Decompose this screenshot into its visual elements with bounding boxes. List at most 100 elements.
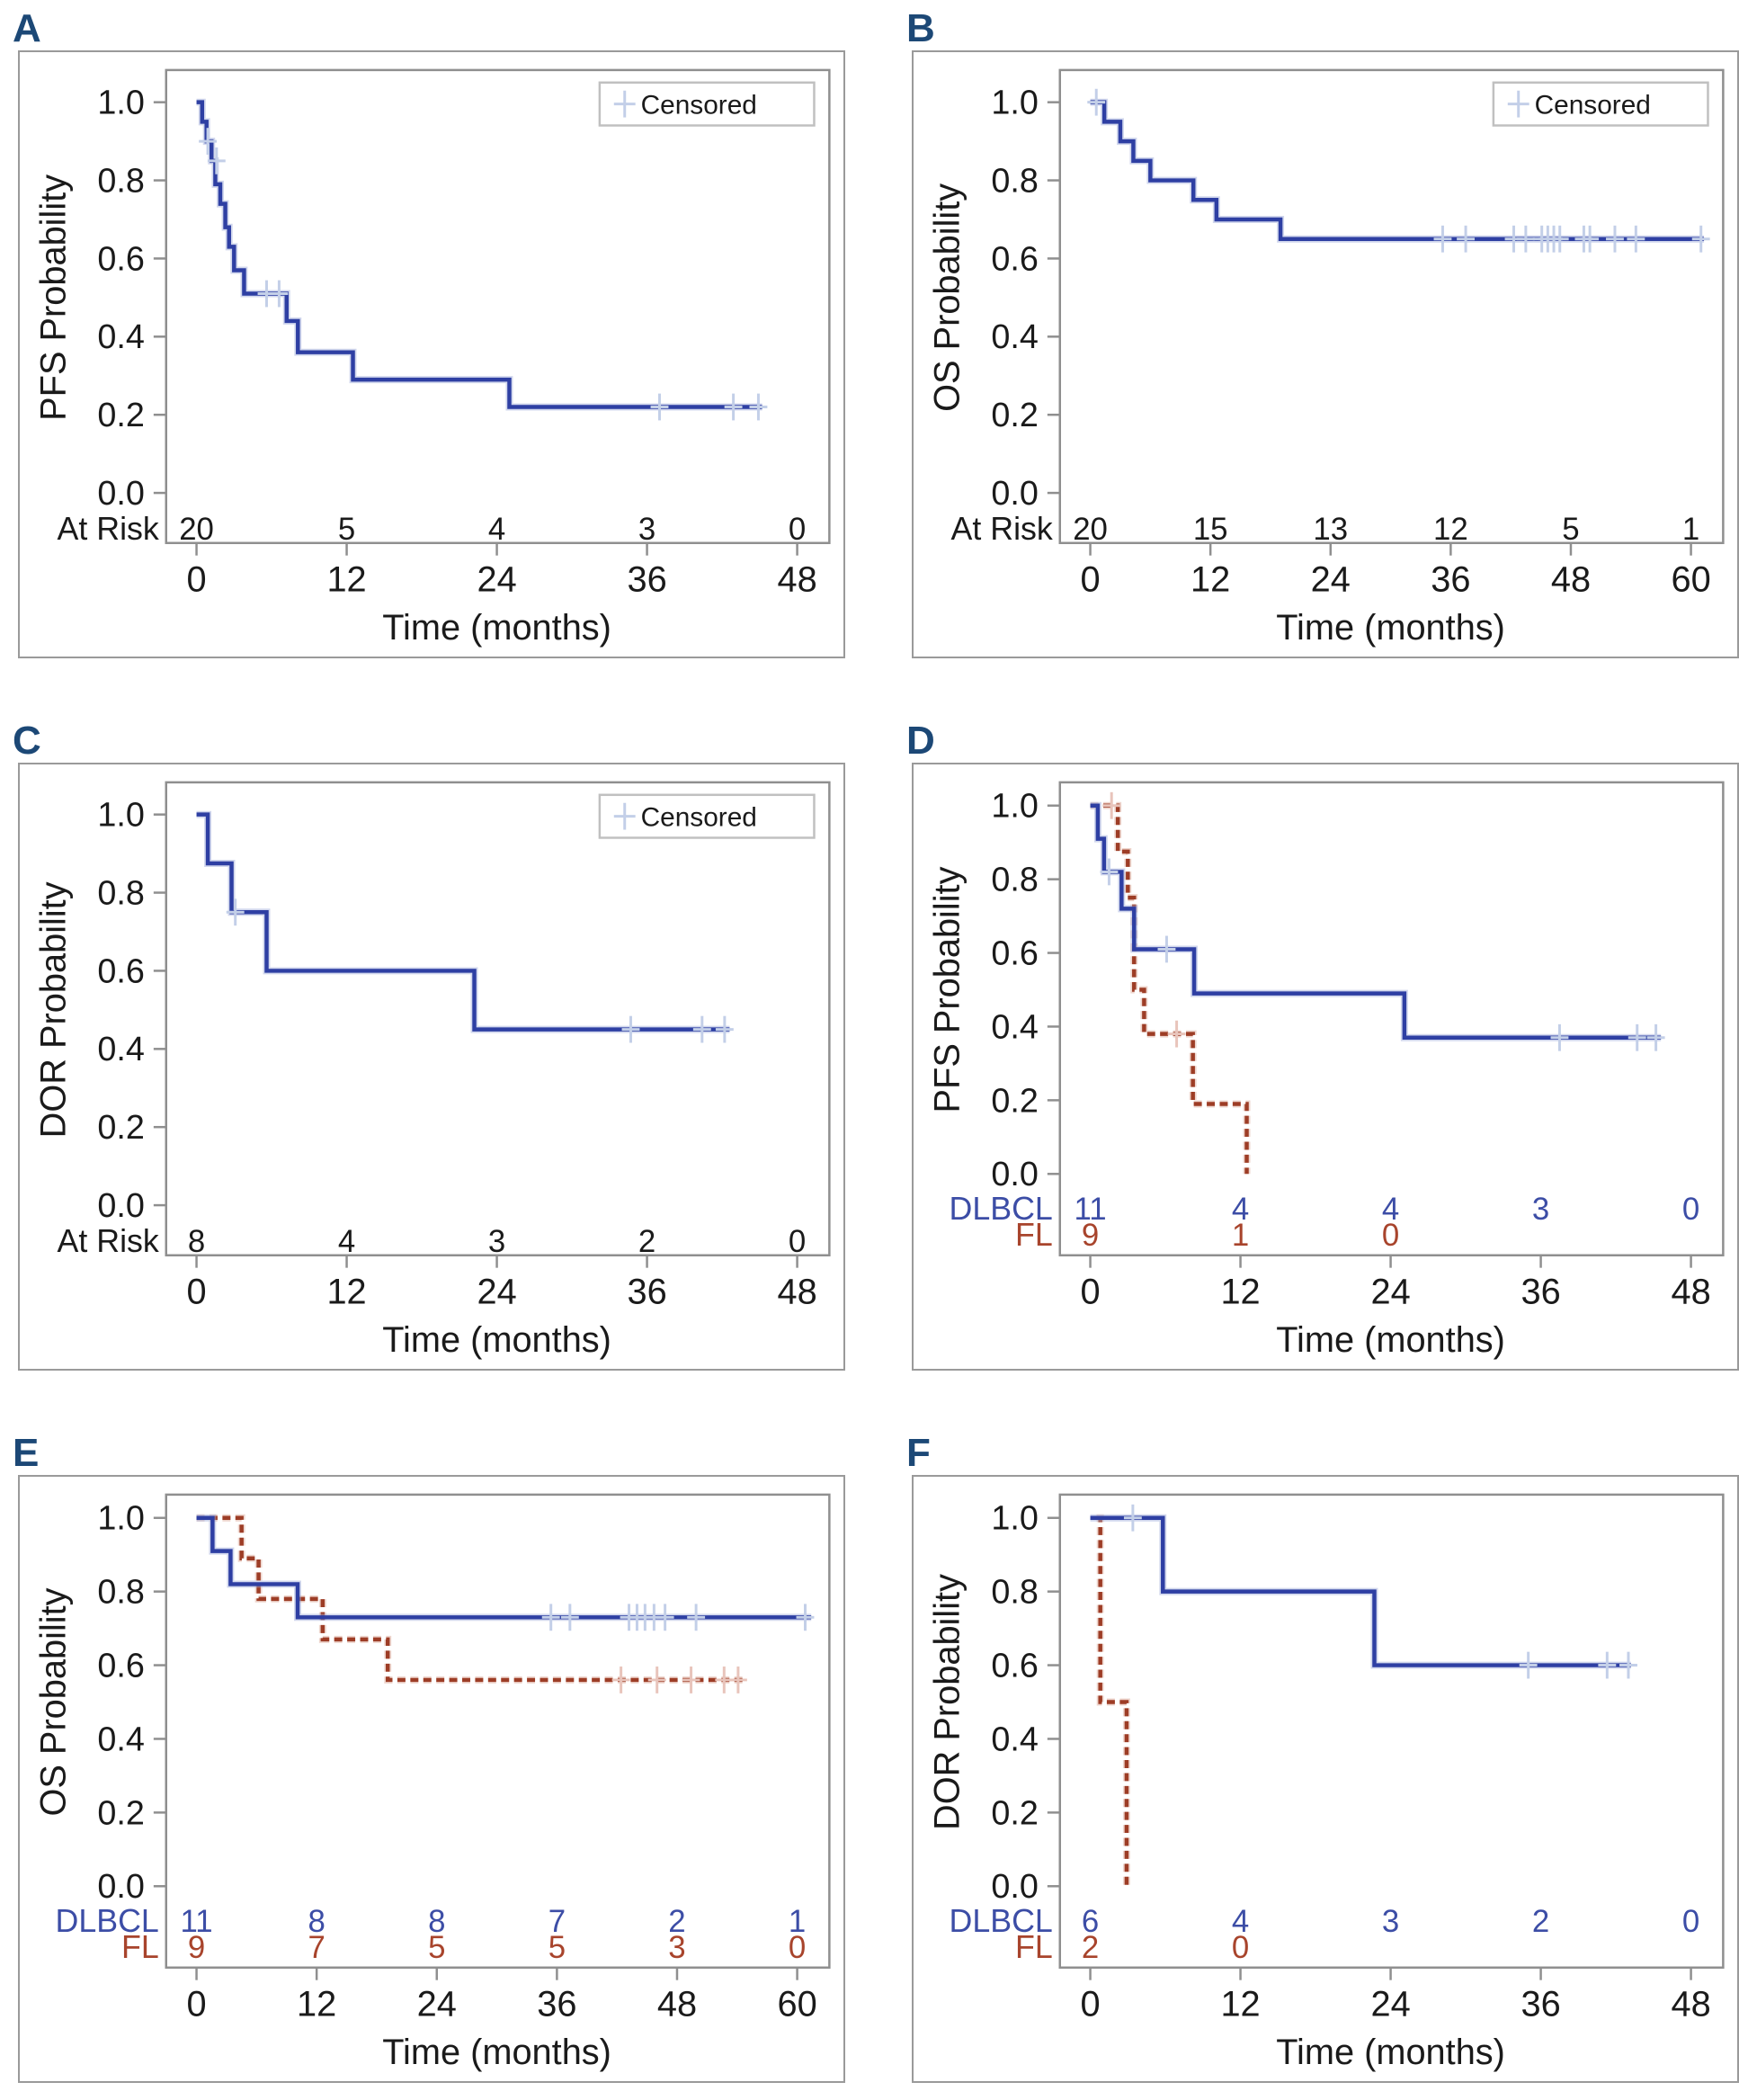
x-tick-label: 0 [1081, 1984, 1101, 2024]
at-risk-value: 1 [789, 1905, 806, 1939]
y-tick-label: 0.8 [991, 862, 1039, 899]
y-tick-label: 0.8 [991, 1574, 1039, 1612]
x-tick-label: 60 [1671, 559, 1710, 599]
km-curve-DLBCL [196, 1515, 812, 1620]
y-tick-label: 0.6 [991, 934, 1039, 972]
y-tick-label: 0.2 [97, 1109, 145, 1147]
figure-grid: A 1.0 0.8 0.6 0.4 0.2 0.0 PFS Probability 0 12 24… [13, 6, 1739, 2083]
y-axis-title: OS Probability [927, 183, 967, 412]
plot-frame [1058, 68, 1725, 544]
y-tick-label: 0.0 [97, 475, 145, 513]
y-tick-label: 1.0 [97, 85, 145, 122]
panel-letter-d: D [906, 719, 936, 763]
at-risk-value: 5 [548, 1931, 566, 1965]
x-axis-title: Time (months) [1276, 1320, 1505, 1360]
km-curve-halo-All patients [196, 98, 762, 411]
legend: Censored [598, 793, 816, 839]
panel-letter-f: F [906, 1431, 932, 1475]
at-risk-table: DLBCL 11 4 4 3 0 FL 9 1 0 [950, 1191, 1700, 1253]
y-tick-label: 0.0 [991, 1156, 1039, 1193]
y-tick-label: 0.2 [991, 397, 1039, 434]
curves [1087, 88, 1710, 253]
y-tick-label: 0.2 [991, 1082, 1039, 1120]
km-curve-DLBCL [1090, 1515, 1631, 1667]
x-tick-label: 12 [1191, 559, 1230, 599]
at-risk-value: 0 [1682, 1193, 1699, 1227]
y-tick-label: 0.4 [97, 1720, 145, 1758]
x-tick-label: 24 [477, 1272, 516, 1311]
x-tick-label: 48 [777, 559, 816, 599]
at-risk-value: 0 [1232, 1931, 1249, 1965]
at-risk-value: 3 [488, 1225, 505, 1259]
at-risk-row-label: FL [1015, 1929, 1053, 1965]
curves [196, 1514, 815, 1693]
x-axis-title: Time (months) [382, 2033, 611, 2072]
y-axis-title: PFS Probability [927, 866, 967, 1113]
x-tick-label: 36 [537, 1984, 576, 2024]
at-risk-value: 4 [488, 513, 505, 547]
x-tick-label: 12 [297, 1984, 336, 2024]
y-axis: 1.0 0.8 0.6 0.4 0.2 0.0 DOR Probability [927, 1500, 1060, 1906]
x-tick-label: 0 [1081, 1272, 1101, 1311]
x-tick-label: 24 [1370, 1272, 1410, 1311]
y-tick-label: 1.0 [97, 797, 145, 835]
y-tick-label: 1.0 [991, 85, 1039, 122]
at-risk-value: 12 [1433, 513, 1468, 547]
y-axis: 1.0 0.8 0.6 0.4 0.2 0.0 PFS Probability [927, 788, 1060, 1193]
panel-f: F 1.0 0.8 0.6 0.4 0.2 0.0 DOR Probability 0 12 24… [906, 1434, 1739, 2083]
km-curve-FL [196, 1515, 744, 1683]
curves [1090, 791, 1665, 1175]
y-axis: 1.0 0.8 0.6 0.4 0.2 0.0 DOR Probability [33, 797, 166, 1225]
at-risk-value: 20 [179, 513, 214, 547]
y-tick-label: 0.6 [991, 240, 1039, 278]
at-risk-value: 3 [638, 513, 655, 547]
legend-label: Censored [641, 91, 757, 121]
x-tick-label: 0 [187, 1272, 207, 1311]
km-chart-b: 1.0 0.8 0.6 0.4 0.2 0.0 OS Probability 0 12 24 36 4… [912, 50, 1739, 658]
km-curve-FL [1096, 1515, 1129, 1887]
panel-letter-e: E [13, 1431, 40, 1475]
km-svg-B: 1.0 0.8 0.6 0.4 0.2 0.0 OS Probability 0 12 24 36 4… [927, 68, 1725, 648]
x-tick-label: 36 [627, 559, 666, 599]
x-tick-label: 12 [1220, 1984, 1260, 2024]
curves [196, 98, 768, 421]
y-tick-label: 0.0 [991, 475, 1039, 513]
y-axis-title: DOR Probability [33, 881, 73, 1138]
censor-marks-FL [611, 1667, 747, 1693]
at-risk-row-label: DLBCL [56, 1903, 159, 1939]
at-risk-value: 4 [1382, 1193, 1399, 1227]
y-axis-title: OS Probability [33, 1587, 73, 1816]
x-axis: 0 12 24 36 48 Time (months) [187, 1255, 817, 1360]
censor-marks-DLBCL [1100, 858, 1665, 1051]
at-risk-row-label: DLBCL [950, 1191, 1053, 1227]
km-curve-halo-All responders [196, 810, 730, 1033]
km-curve-halo-DLBCL [1090, 801, 1662, 1041]
at-risk-value: 6 [1082, 1905, 1099, 1939]
x-tick-label: 12 [1220, 1272, 1260, 1311]
plot-frame [165, 1493, 831, 1969]
at-risk-value: 5 [1562, 513, 1579, 547]
y-tick-label: 0.6 [97, 1647, 145, 1684]
x-tick-label: 24 [1311, 559, 1351, 599]
y-tick-label: 0.6 [97, 952, 145, 990]
x-tick-label: 36 [627, 1272, 666, 1311]
x-tick-label: 48 [1551, 559, 1591, 599]
censor-marks-All patients [199, 128, 768, 421]
at-risk-value: 3 [1532, 1193, 1549, 1227]
y-axis: 1.0 0.8 0.6 0.4 0.2 0.0 OS Probability [33, 1500, 166, 1906]
at-risk-value: 2 [638, 1225, 655, 1259]
panel-letter-b: B [906, 6, 936, 50]
panel-a: A 1.0 0.8 0.6 0.4 0.2 0.0 PFS Probability 0 12 24… [13, 9, 845, 658]
at-risk-value: 3 [1382, 1905, 1399, 1939]
panel-c: C 1.0 0.8 0.6 0.4 0.2 0.0 DOR Probability 0 12 24… [13, 721, 845, 1371]
x-axis-title: Time (months) [1276, 608, 1505, 648]
x-tick-label: 48 [1671, 1984, 1710, 2024]
x-axis-title: Time (months) [1276, 2033, 1505, 2072]
at-risk-value: 15 [1193, 513, 1228, 547]
x-axis: 0 12 24 36 48 Time (months) [187, 542, 817, 648]
y-tick-label: 0.0 [97, 1868, 145, 1906]
at-risk-value: 9 [188, 1931, 205, 1965]
panel-e: E 1.0 0.8 0.6 0.4 0.2 0.0 OS Probability 0 12 24 3… [13, 1434, 845, 2083]
